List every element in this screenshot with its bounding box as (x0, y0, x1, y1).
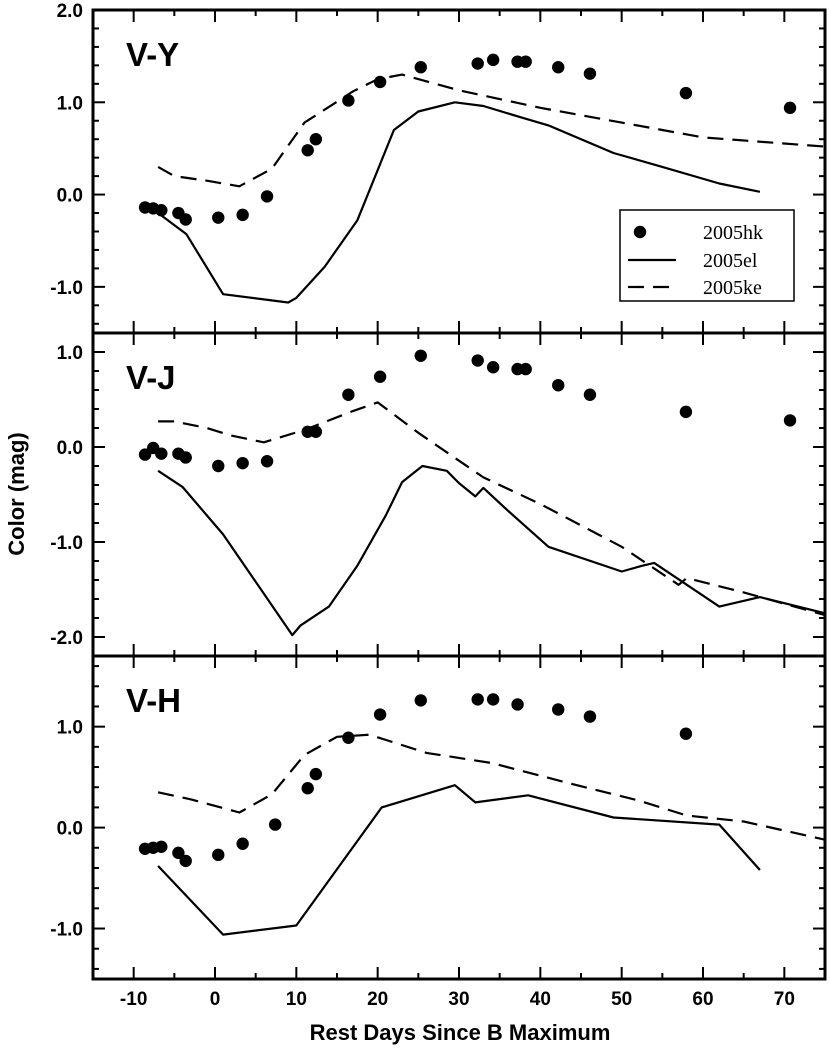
series-2005hk-point (155, 447, 168, 460)
series-2005hk-point (236, 837, 249, 850)
panel-label: V-J (126, 359, 176, 396)
series-2005hk-point (519, 362, 532, 376)
series-2005hk-point (373, 708, 387, 721)
series-2005ke-line (158, 401, 825, 617)
series-2005hk-point (583, 67, 597, 80)
series-2005hk-point (342, 731, 355, 744)
x-axis-label: Rest Days Since B Maximum (310, 1020, 611, 1045)
legend-box (619, 209, 795, 302)
series-2005hk-point (414, 694, 427, 707)
series-2005hk-point (260, 455, 274, 468)
x-tick-label: 20 (367, 989, 388, 1010)
series-2005hk-point (212, 459, 225, 473)
x-tick-label: 10 (286, 989, 307, 1010)
y-tick-label: 1.0 (57, 343, 83, 364)
series-2005hk-point (511, 698, 524, 711)
panel-v-j: -2.0 -1.0 0.0 1.0 V-J (50, 331, 827, 658)
legend-marker-2005hk (633, 225, 647, 239)
x-tick-label: 40 (530, 989, 551, 1010)
series-2005hk-point (679, 86, 693, 100)
series-2005hk-point (179, 451, 192, 464)
y-tick-label: 2.0 (57, 1, 83, 22)
series-2005hk-point (583, 388, 597, 401)
series-2005hk-point (155, 840, 168, 853)
series-2005hk-point (212, 211, 225, 224)
legend-label-2005ke: 2005ke (703, 277, 762, 299)
series-2005ke-line (157, 73, 825, 188)
legend-label-2005el: 2005el (703, 250, 758, 272)
series-2005hk-point (309, 133, 323, 146)
panel-frame (91, 331, 827, 658)
x-tick-label: 50 (611, 989, 632, 1010)
series-2005hk-point (179, 213, 192, 226)
series-2005el-line (157, 464, 825, 637)
y-tick-label: -1.0 (50, 920, 83, 941)
series-2005hk-point (268, 818, 282, 831)
series-2005hk-point (414, 61, 427, 74)
series-2005hk-point (301, 144, 314, 157)
series-2005hk-point (342, 388, 355, 401)
series-2005ke-line (157, 733, 825, 841)
x-tick-label: -10 (120, 989, 147, 1010)
series-2005hk-point (179, 854, 192, 868)
y-tick-label: -1.0 (50, 278, 83, 299)
x-tick-label: 60 (692, 989, 713, 1010)
series-2005hk-point (236, 456, 249, 470)
series-2005hk-point (260, 190, 274, 203)
series-2005hk-point (552, 703, 565, 716)
panel-v-h: -1.0 0.0 1.0 -10 0 10 20 30 40 50 60 70 V-H (50, 654, 827, 1010)
series-2005el-line (157, 784, 761, 936)
panel-label: V-Y (126, 36, 179, 73)
series-2005hk-point (212, 848, 225, 862)
series-2005hk-point (301, 782, 314, 795)
y-tick-label: -2.0 (50, 628, 83, 649)
series-2005hk-point (309, 425, 323, 438)
series-2005hk-point (414, 349, 427, 362)
y-tick-label: -1.0 (50, 533, 83, 554)
y-tick-label: 0.0 (57, 819, 83, 840)
panel-label: V-H (126, 682, 181, 719)
series-2005hk-point (486, 693, 500, 706)
series-2005hk-point (236, 208, 249, 222)
legend-label-2005hk: 2005hk (703, 222, 763, 244)
y-tick-label: 1.0 (57, 718, 83, 739)
x-tick-label: 70 (774, 989, 795, 1010)
series-2005hk-point (486, 53, 500, 67)
series-2005el-line (157, 101, 761, 304)
y-tick-label: 1.0 (57, 93, 83, 114)
series-2005hk-point (552, 61, 565, 74)
series-2005hk-point (552, 379, 565, 392)
series-2005hk-point (471, 693, 484, 706)
legend: 2005hk 2005el 2005ke (619, 209, 795, 302)
series-2005hk-point (783, 414, 797, 427)
series-2005hk-point (373, 370, 387, 383)
y-tick-label: 0.0 (57, 186, 83, 207)
y-tick-label: 0.0 (57, 438, 83, 459)
x-tick-label: 0 (210, 989, 221, 1010)
series-2005hk-point (679, 405, 693, 419)
series-2005hk-point (783, 101, 797, 115)
series-2005hk-point (172, 846, 185, 860)
y-axis-label: Color (mag) (4, 432, 29, 555)
series-2005hk-point (679, 727, 693, 740)
series-2005hk-point (519, 55, 532, 68)
series-2005hk-point (309, 767, 323, 781)
panel-frame (91, 654, 827, 981)
series-2005hk-point (471, 57, 484, 70)
x-tick-label: 30 (448, 989, 469, 1010)
series-2005hk-point (471, 354, 484, 367)
panel-v-y: -1.0 0.0 1.0 2.0 V-Y 2005hk 2005el 2005ke (50, 1, 827, 335)
series-2005hk-point (486, 361, 500, 374)
series-2005hk-point (583, 710, 597, 723)
